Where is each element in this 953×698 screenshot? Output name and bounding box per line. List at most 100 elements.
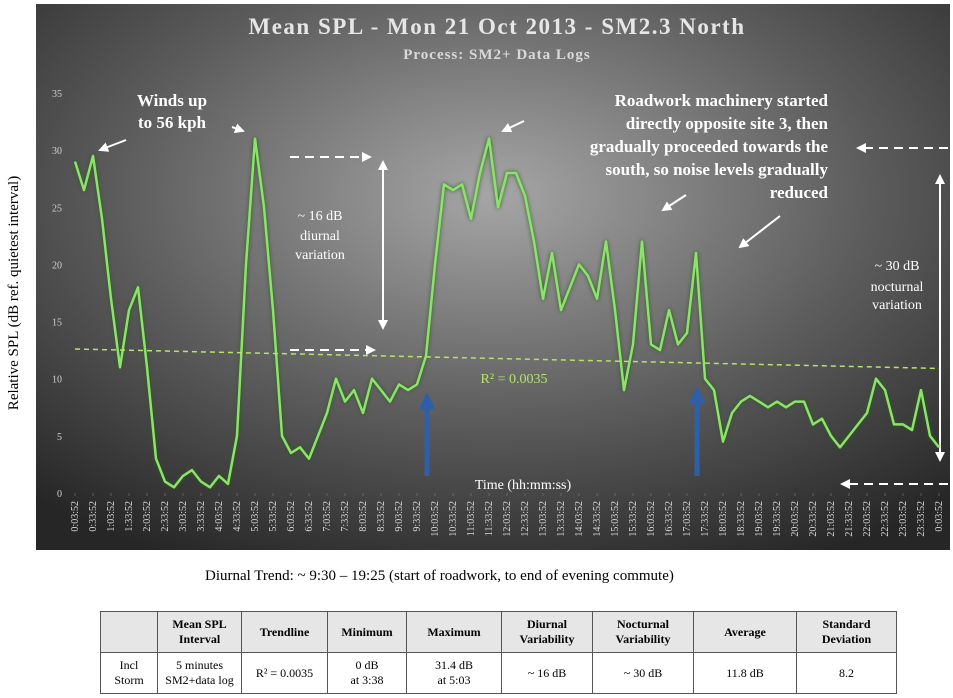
x-tick-label: 21:33:52 xyxy=(844,501,855,537)
chart-background xyxy=(36,4,950,550)
table-cell: Average xyxy=(693,611,797,653)
table-cell: Trendline xyxy=(241,611,328,653)
x-tick-label: 0:03:52 xyxy=(70,501,81,532)
annotation: diurnal xyxy=(300,229,340,244)
annotation: variation xyxy=(872,298,922,313)
x-tick-label: 20:03:52 xyxy=(790,501,801,537)
table-cell: 11.8 dB xyxy=(693,652,797,694)
chart-subtitle: Process: SM2+ Data Logs xyxy=(403,47,591,63)
data-line xyxy=(73,137,940,489)
x-tick-label: 20:33:52 xyxy=(808,501,819,537)
table-cell: ~ 30 dB xyxy=(592,652,694,694)
x-tick-label: 16:03:52 xyxy=(646,501,657,537)
annotation: south, so noise levels gradually xyxy=(606,160,829,179)
annotation-arrows xyxy=(98,120,948,489)
annotation: variation xyxy=(295,248,345,263)
y-tick-label: 25 xyxy=(52,203,62,214)
y-tick-label: 5 xyxy=(57,432,62,443)
table-cell: Maximum xyxy=(406,611,502,653)
x-tick-label: 19:03:52 xyxy=(754,501,765,537)
y-axis-label: Relative SPL (dB ref. quietest interval) xyxy=(6,176,22,410)
annotation: gradually proceeded towards the xyxy=(590,137,829,156)
x-tick-label: 12:03:52 xyxy=(502,501,513,537)
table-cell: 8.2 xyxy=(796,652,897,694)
x-tick-label: 15:33:52 xyxy=(628,501,639,537)
diurnal-arrows xyxy=(418,386,706,476)
table-cell: Diurnal Variability xyxy=(501,611,593,653)
y-tick-label: 35 xyxy=(52,89,62,100)
annotation: ~ 16 dB xyxy=(298,209,343,224)
chart: Mean SPL - Mon 21 Oct 2013 - SM2.3 North… xyxy=(6,4,950,550)
x-tick-label: 11:03:52 xyxy=(466,501,477,536)
annotation: to 56 kph xyxy=(138,113,207,132)
x-tick-label: 9:03:52 xyxy=(394,501,405,532)
y-tick-label: 15 xyxy=(52,318,62,329)
x-tick-label: 13:33:52 xyxy=(556,501,567,537)
x-tick-label: 7:33:52 xyxy=(340,501,351,532)
y-tick-label: 20 xyxy=(52,260,62,271)
trendline-label: R² = 0.0035 xyxy=(481,372,548,387)
annotation: Roadwork machinery started xyxy=(615,91,829,110)
summary-table: Mean SPL Interval Trendline Minimum Maximum… xyxy=(100,611,897,694)
y-tick-label: 0 xyxy=(57,489,62,500)
x-tick-label: 11:33:52 xyxy=(484,501,495,536)
table-cell: Minimum xyxy=(327,611,407,653)
table-cell: 31.4 dB at 5:03 xyxy=(406,652,502,694)
x-tick-label: 1:33:52 xyxy=(124,501,135,532)
annotation: directly opposite site 3, then xyxy=(626,114,829,133)
x-tick-label: 19:33:52 xyxy=(772,501,783,537)
x-tick-label: 16:33:52 xyxy=(664,501,675,537)
x-tick-label: 5:33:52 xyxy=(268,501,279,532)
y-tick-label: 10 xyxy=(52,375,62,386)
table-cell: Mean SPL Interval xyxy=(157,611,242,653)
x-tick-label: 17:03:52 xyxy=(682,501,693,537)
table-row: Mean SPL Interval Trendline Minimum Maximum… xyxy=(100,611,897,653)
table-cell xyxy=(100,611,158,653)
x-tick-label: 3:33:52 xyxy=(196,501,207,532)
x-tick-label: 6:33:52 xyxy=(304,501,315,532)
x-tick-label: 18:03:52 xyxy=(718,501,729,537)
table-cell: 0 dB at 3:38 xyxy=(327,652,407,694)
x-tick-label: 2:03:52 xyxy=(142,501,153,532)
table-cell: Nocturnal Variability xyxy=(592,611,694,653)
annotation: ~ 30 dB xyxy=(875,259,920,274)
x-tick-label: 8:03:52 xyxy=(358,501,369,532)
x-tick-label: 23:33:52 xyxy=(916,501,927,537)
x-tick-label: 6:03:52 xyxy=(286,501,297,532)
x-tick-label: 22:33:52 xyxy=(880,501,891,537)
table-cell: Standard Deviation xyxy=(796,611,897,653)
x-tick-label: 10:03:52 xyxy=(430,501,441,537)
x-tick-label: 3:03:52 xyxy=(178,501,189,532)
table-row: Incl Storm 5 minutes SM2+data log R² = 0.0… xyxy=(100,652,897,694)
x-tick-label: 21:03:52 xyxy=(826,501,837,537)
table-cell: ~ 16 dB xyxy=(501,652,593,694)
y-tick-label: 30 xyxy=(52,146,62,157)
x-tick-label: 22:03:52 xyxy=(862,501,873,537)
annotation: Winds up xyxy=(137,91,207,110)
x-tick-label: 5:03:52 xyxy=(250,501,261,532)
x-tick-label: 1:03:52 xyxy=(106,501,117,532)
x-tick-label: 14:03:52 xyxy=(574,501,585,537)
x-tick-label: 4:03:52 xyxy=(214,501,225,532)
table-cell: R² = 0.0035 xyxy=(241,652,328,694)
x-tick-label: 7:03:52 xyxy=(322,501,333,532)
x-tick-label: 18:33:52 xyxy=(736,501,747,537)
trendline xyxy=(74,348,940,370)
x-tick-label: 8:33:52 xyxy=(376,501,387,532)
footnote: Diurnal Trend: ~ 9:30 – 19:25 (start of … xyxy=(205,568,674,584)
x-tick-label: 0:03:52 xyxy=(934,501,945,532)
x-tick-label: 17:33:52 xyxy=(700,501,711,537)
x-tick-label: 4:33:52 xyxy=(232,501,243,532)
table-cell: 5 minutes SM2+data log xyxy=(157,652,242,694)
x-tick-label: 15:03:52 xyxy=(610,501,621,537)
x-tick-label: 0:33:52 xyxy=(88,501,99,532)
annotation: reduced xyxy=(770,183,829,202)
x-tick-label: 10:33:52 xyxy=(448,501,459,537)
x-axis-label: Time (hh:mm:ss) xyxy=(475,478,572,493)
x-tick-label: 2:33:52 xyxy=(160,501,171,532)
x-tick-label: 12:33:52 xyxy=(520,501,531,537)
annotation: nocturnal xyxy=(871,280,924,295)
x-tick-label: 9:33:52 xyxy=(412,501,423,532)
x-tick-label: 23:03:52 xyxy=(898,501,909,537)
